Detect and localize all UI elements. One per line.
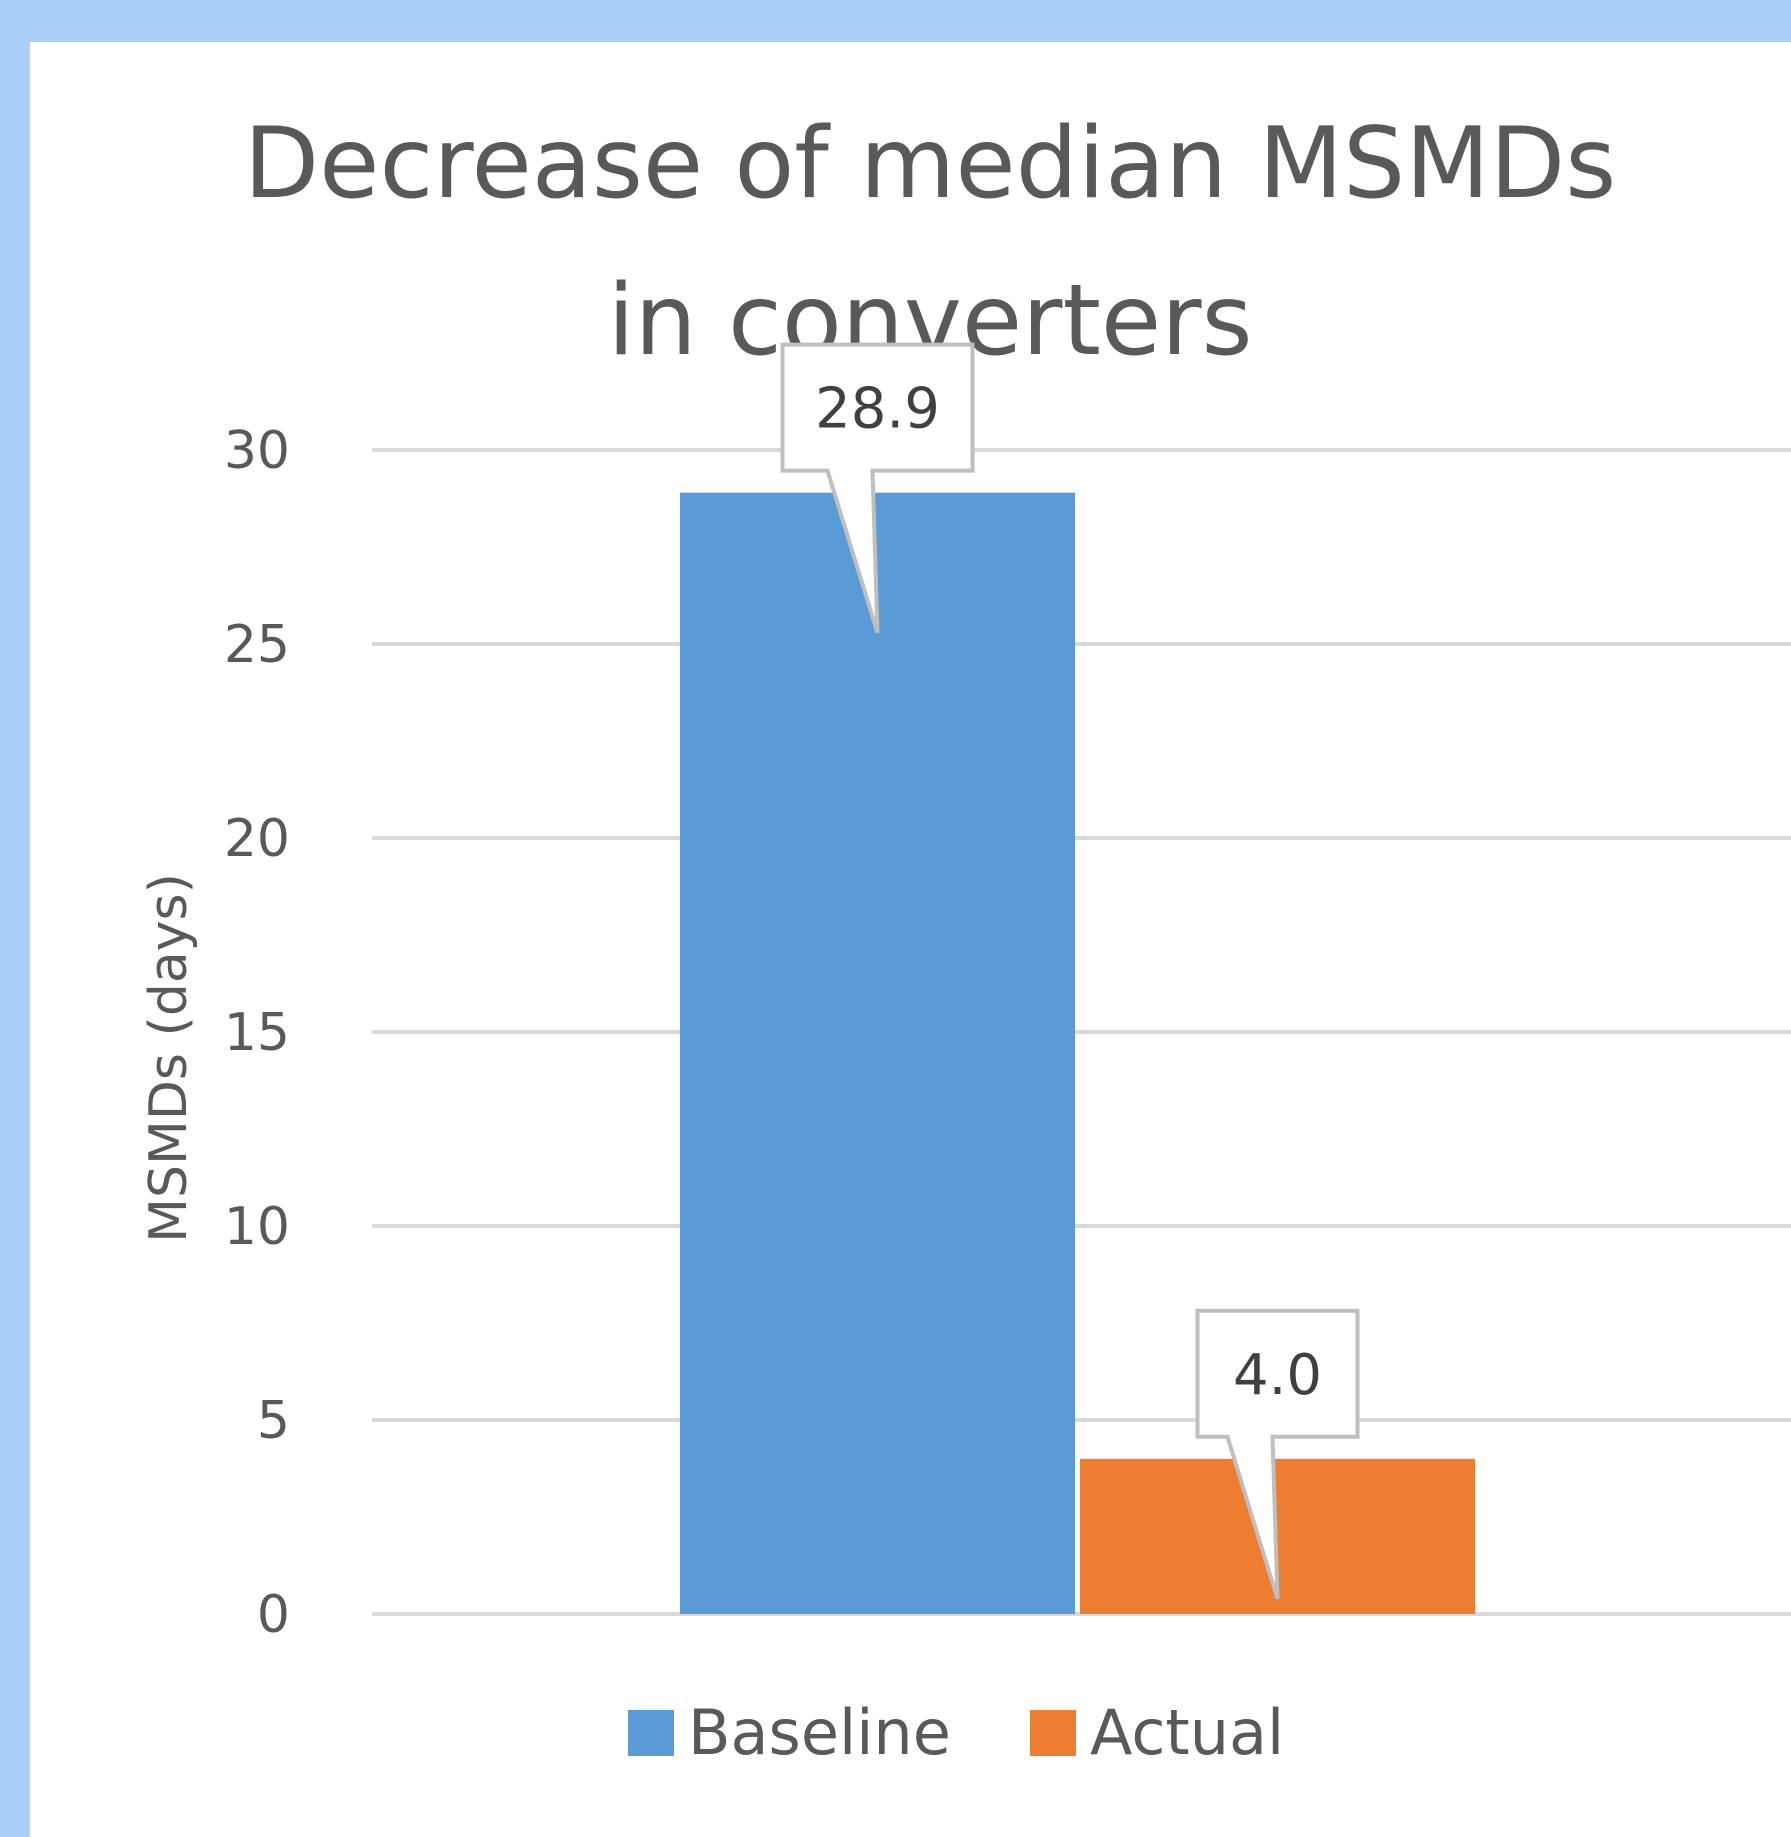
data-label-actual: 4.0 <box>1195 1308 1360 1600</box>
chart-panel: Decrease of median MSMDs in converters M… <box>30 42 1791 1837</box>
data-labels: 28.9 4.0 <box>780 342 1360 1600</box>
bar-baseline <box>680 492 1075 1615</box>
y-tick-label-25: 25 <box>224 615 290 675</box>
chart-title-line-1: Decrease of median MSMDs <box>244 107 1617 221</box>
y-axis-label: MSMDs (days) <box>139 873 199 1243</box>
legend: Baseline Actual <box>628 1696 1284 1769</box>
y-tick-label-30: 30 <box>224 421 290 481</box>
y-tick-label-20: 20 <box>224 809 290 869</box>
legend-label: Baseline <box>688 1696 951 1769</box>
bars <box>680 492 1475 1615</box>
callout-box <box>1195 1308 1360 1600</box>
data-label-text: 28.9 <box>815 377 940 442</box>
y-tick-label-0: 0 <box>257 1585 290 1645</box>
y-tick-label-5: 5 <box>257 1391 290 1451</box>
legend-swatch <box>1030 1710 1076 1756</box>
data-label-baseline: 28.9 <box>780 342 975 634</box>
legend-swatch <box>628 1710 674 1756</box>
gridlines <box>372 448 1791 1616</box>
y-tick-label-10: 10 <box>224 1197 290 1257</box>
legend-item-baseline: Baseline <box>628 1696 951 1769</box>
chart-title: Decrease of median MSMDs in converters <box>244 107 1617 378</box>
bar-chart: Decrease of median MSMDs in converters M… <box>139 107 1791 1769</box>
callout-box <box>780 342 975 634</box>
y-axis-ticks: 0 5 10 15 20 25 30 <box>224 421 290 1645</box>
data-label-text: 4.0 <box>1233 1343 1322 1408</box>
y-tick-label-15: 15 <box>224 1003 290 1063</box>
legend-item-actual: Actual <box>1030 1696 1284 1769</box>
legend-label: Actual <box>1090 1696 1284 1769</box>
